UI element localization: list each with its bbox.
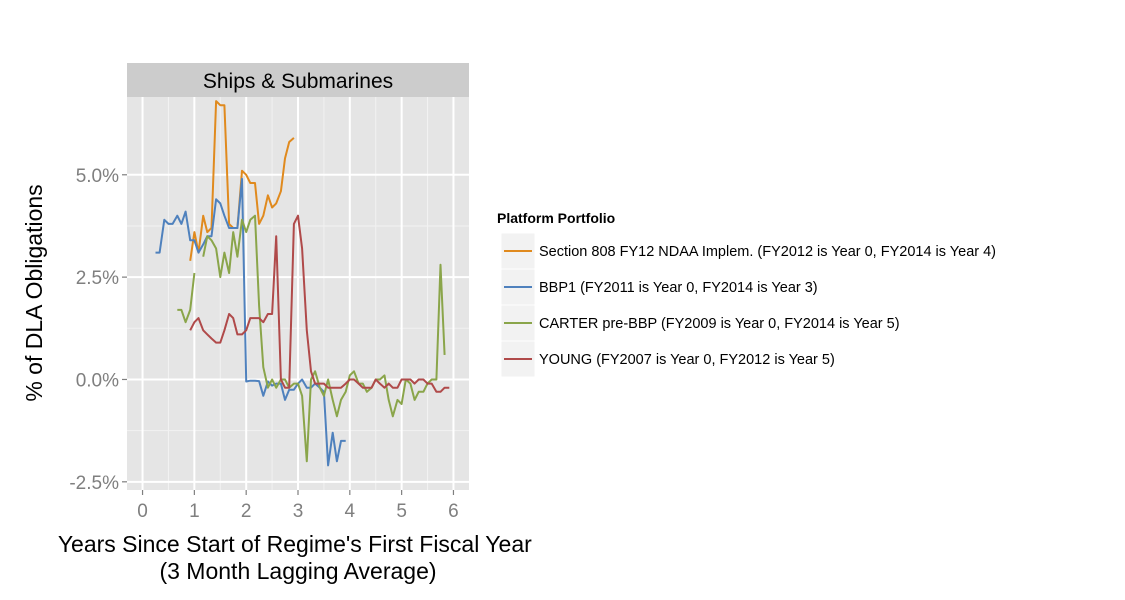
legend-label-2: BBP1 (FY2011 is Year 0, FY2014 is Year 3…	[539, 280, 818, 296]
series-line-3	[177, 214, 446, 463]
facet-strip	[127, 63, 469, 97]
x-axis: 0 1 2 3 4 5 6	[137, 490, 459, 522]
y-tick-label: 2.5%	[76, 268, 119, 289]
y-axis-title: % of DLA Obligations	[21, 184, 47, 401]
legend-label-1: Section 808 FY12 NDAA Implem. (FY2012 is…	[539, 244, 996, 260]
series-line-2	[155, 177, 346, 467]
grid-major	[127, 97, 469, 490]
x-tick-label: 3	[293, 501, 304, 522]
legend-label-4: YOUNG (FY2007 is Year 0, FY2012 is Year …	[539, 352, 835, 368]
facet-title: Ships & Submarines	[203, 70, 393, 93]
x-tick-label: 0	[137, 501, 148, 522]
series-line-1	[189, 100, 295, 261]
x-tick-label: 4	[345, 501, 356, 522]
series-layer	[155, 100, 450, 467]
x-tick-label: 6	[448, 501, 459, 522]
x-tick-label: 5	[396, 501, 407, 522]
legend: Section 808 FY12 NDAA Implem. (FY2012 is…	[500, 232, 996, 378]
y-tick-label: -2.5%	[69, 473, 119, 494]
x-axis-title: Years Since Start of Regime's First Fisc…	[58, 531, 538, 584]
x-axis-title-line-1: Years Since Start of Regime's First Fisc…	[58, 531, 532, 557]
x-axis-title-line-2: (3 Month Lagging Average)	[159, 558, 436, 584]
legend-title: Platform Portfolio	[497, 210, 615, 226]
series-line-4	[189, 214, 450, 393]
y-axis: -2.5% 0.0% 2.5% 5.0%	[69, 166, 127, 494]
x-tick-label: 1	[189, 501, 200, 522]
x-tick-label: 2	[241, 501, 252, 522]
y-tick-label: 5.0%	[76, 166, 119, 187]
y-tick-label: 0.0%	[76, 370, 119, 391]
legend-label-3: CARTER pre-BBP (FY2009 is Year 0, FY2014…	[539, 316, 900, 332]
